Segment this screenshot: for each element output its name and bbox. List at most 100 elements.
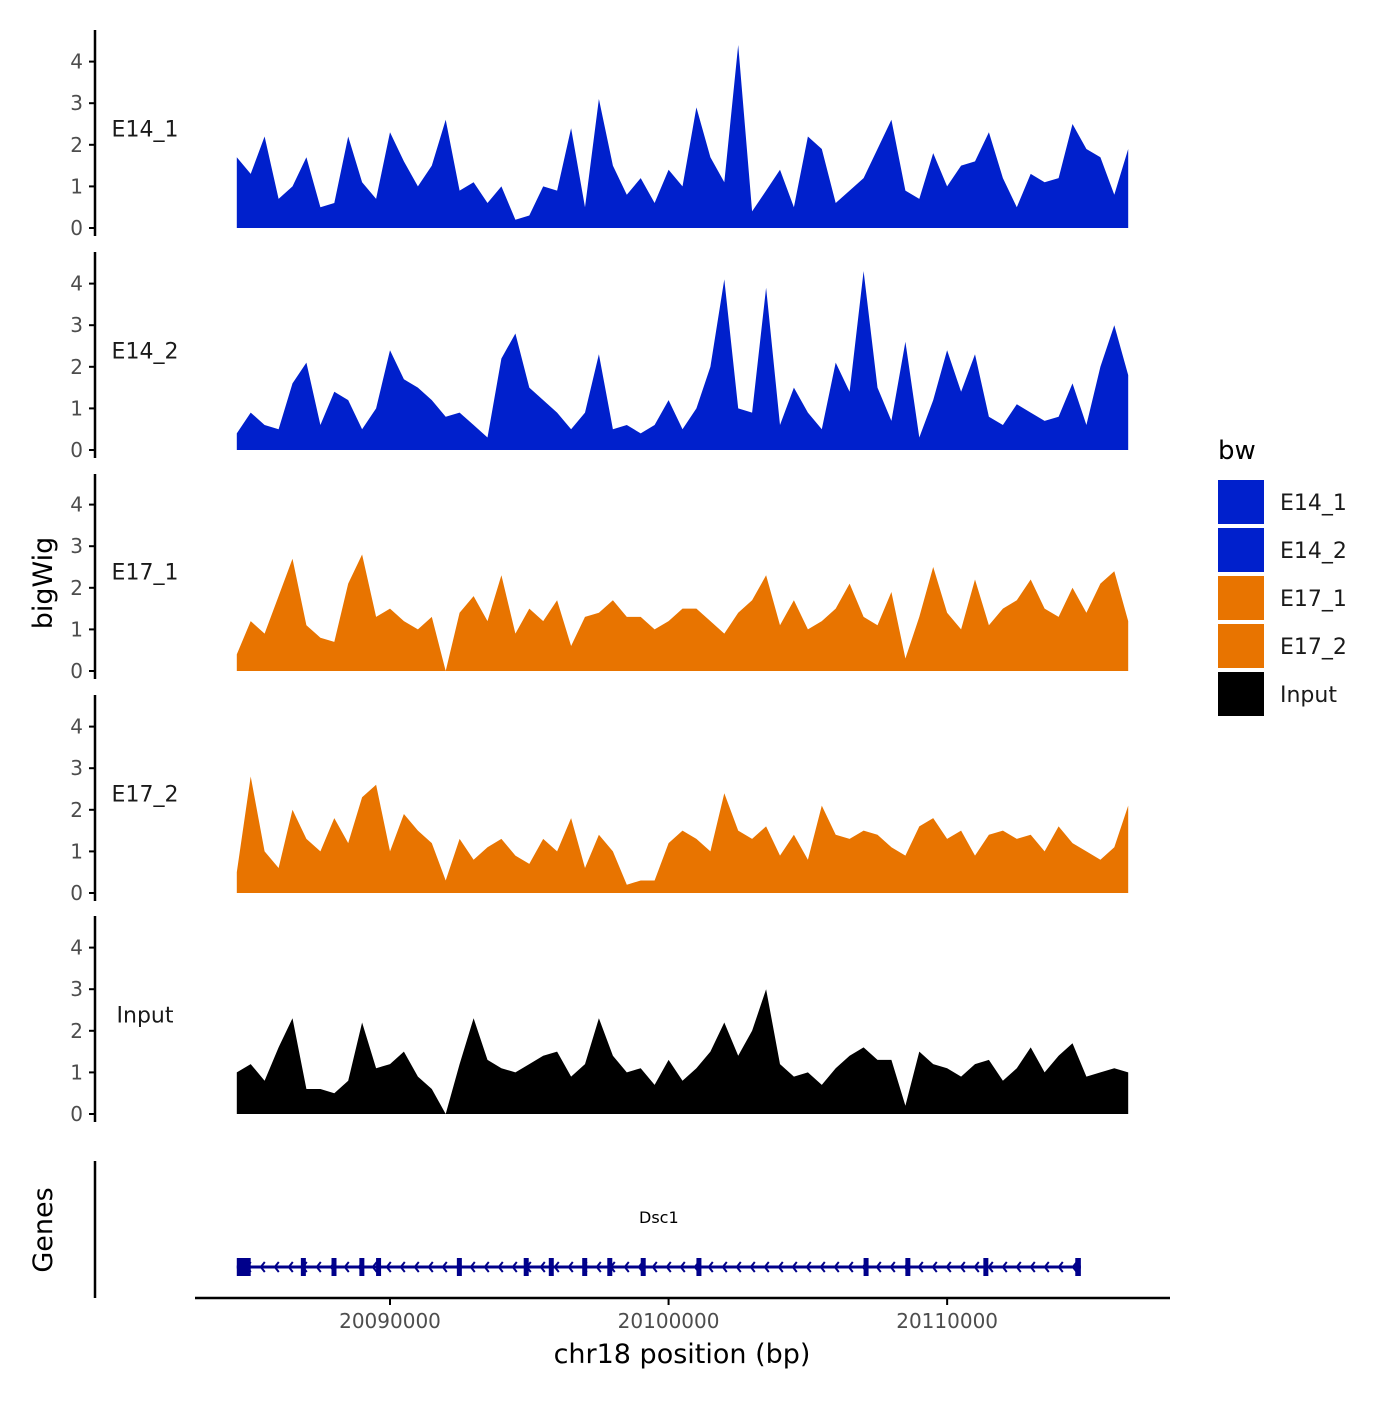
- legend-swatch-e14-2: [1218, 528, 1264, 572]
- legend-label-e17-1: E17_1: [1280, 587, 1347, 612]
- y-tick-label-e17-1-3: 3: [70, 534, 83, 558]
- exon: [359, 1258, 365, 1276]
- y-tick-label-e17-2-1: 1: [70, 839, 83, 863]
- strand-arrow: [371, 1261, 378, 1273]
- strand-arrow: [441, 1261, 448, 1273]
- strand-arrow: [1001, 1261, 1008, 1273]
- legend-label-e14-1: E14_1: [1280, 491, 1347, 516]
- strand-arrow: [1057, 1261, 1064, 1273]
- exon: [640, 1258, 646, 1276]
- exon: [300, 1258, 306, 1276]
- strand-arrow: [623, 1261, 630, 1273]
- strand-arrow: [665, 1261, 672, 1273]
- exon: [696, 1258, 702, 1276]
- track-e17-2: 0 1 2 3 4 E17_2: [70, 695, 1129, 905]
- track-e14-1: 0 1 2 3 4 E14_1: [70, 30, 1129, 240]
- y-tick-label-e17-1-2: 2: [70, 576, 83, 600]
- strand-arrow: [259, 1261, 266, 1273]
- track-label-e17-2: E17_2: [112, 782, 179, 807]
- strand-arrow: [875, 1261, 882, 1273]
- area-e14-1: [236, 45, 1129, 228]
- strand-arrow: [917, 1261, 924, 1273]
- x-tick-label-20090000: 20090000: [339, 1309, 441, 1333]
- y-tick-label-e14-2-3: 3: [70, 313, 83, 337]
- exon: [236, 1258, 251, 1276]
- y-tick-label-e14-1-2: 2: [70, 133, 83, 157]
- y-tick-label-e17-2-4: 4: [70, 715, 83, 739]
- y-tick-label-input-1: 1: [70, 1060, 83, 1084]
- strand-arrow: [539, 1261, 546, 1273]
- y-tick-label-e14-1-0: 0: [70, 216, 83, 240]
- track-label-input: Input: [117, 1003, 174, 1028]
- x-axis-title: chr18 position (bp): [554, 1339, 811, 1370]
- strand-arrow: [595, 1261, 602, 1273]
- strand-arrow: [959, 1261, 966, 1273]
- strand-arrow: [287, 1261, 294, 1273]
- y-tick-label-input-2: 2: [70, 1019, 83, 1043]
- y-tick-label-e14-1-3: 3: [70, 91, 83, 115]
- exon: [905, 1258, 911, 1276]
- gene-label-dsc1: Dsc1: [639, 1208, 679, 1227]
- strand-arrow: [791, 1261, 798, 1273]
- strand-arrow: [749, 1261, 756, 1273]
- strand-arrow: [777, 1261, 784, 1273]
- strand-arrow: [945, 1261, 952, 1273]
- legend-swatch-e17-1: [1218, 576, 1264, 620]
- y-tick-label-e17-1-0: 0: [70, 659, 83, 683]
- y-tick-label-e17-1-1: 1: [70, 617, 83, 641]
- y-tick-label-e17-1-4: 4: [70, 493, 83, 517]
- area-e17-1: [236, 554, 1129, 671]
- track-label-e14-2: E14_2: [112, 339, 179, 364]
- strand-arrow: [819, 1261, 826, 1273]
- strand-arrow: [315, 1261, 322, 1273]
- legend-swatch-input: [1218, 672, 1264, 716]
- exon: [582, 1258, 588, 1276]
- tracks-layer: 0 1 2 3 4 E14_1 0 1 2 3 4 E14_2 0 1 2 3 4 E17_1 0 1 2 3 4 E17_2…: [70, 30, 1129, 1126]
- y-axis-title: bigWig: [28, 537, 59, 630]
- strand-arrow: [805, 1261, 812, 1273]
- legend-label-e17-2: E17_2: [1280, 635, 1347, 660]
- strand-arrow: [707, 1261, 714, 1273]
- track-e14-2: 0 1 2 3 4 E14_2: [70, 252, 1129, 462]
- y-tick-label-input-0: 0: [70, 1102, 83, 1126]
- y-tick-label-e17-2-2: 2: [70, 798, 83, 822]
- exon: [523, 1258, 529, 1276]
- exon: [376, 1258, 382, 1276]
- strand-arrow: [987, 1261, 994, 1273]
- strand-arrow: [427, 1261, 434, 1273]
- area-e17-2: [236, 776, 1129, 893]
- track-e17-1: 0 1 2 3 4 E17_1: [70, 474, 1129, 683]
- strand-arrow: [273, 1261, 280, 1273]
- genes-layer: Dsc1: [93, 1161, 1081, 1298]
- legend-label-e14-2: E14_2: [1280, 539, 1347, 564]
- strand-arrow: [553, 1261, 560, 1273]
- strand-arrow: [483, 1261, 490, 1273]
- legend-title: bw: [1218, 436, 1256, 466]
- strand-arrow: [889, 1261, 896, 1273]
- x-tick-label-20110000: 20110000: [896, 1309, 998, 1333]
- legend-swatch-e17-2: [1218, 624, 1264, 668]
- y-tick-label-input-3: 3: [70, 977, 83, 1001]
- x-tick-label-20100000: 20100000: [618, 1309, 720, 1333]
- strand-arrow: [1029, 1261, 1036, 1273]
- strand-arrow: [833, 1261, 840, 1273]
- strand-arrow: [735, 1261, 742, 1273]
- y-tick-label-e17-2-0: 0: [70, 881, 83, 905]
- exon: [863, 1258, 869, 1276]
- strand-arrow: [511, 1261, 518, 1273]
- exon: [456, 1258, 462, 1276]
- legend-label-input: Input: [1280, 683, 1337, 708]
- y-tick-label-e14-2-0: 0: [70, 438, 83, 462]
- strand-arrow: [399, 1261, 406, 1273]
- strand-arrow: [679, 1261, 686, 1273]
- strand-arrow: [385, 1261, 392, 1273]
- track-input: 0 1 2 3 4 Input: [70, 916, 1129, 1126]
- exon: [1075, 1258, 1081, 1276]
- area-e14-2: [236, 271, 1129, 450]
- strand-arrow: [469, 1261, 476, 1273]
- exon: [548, 1258, 554, 1276]
- strand-arrow: [413, 1261, 420, 1273]
- strand-arrow: [763, 1261, 770, 1273]
